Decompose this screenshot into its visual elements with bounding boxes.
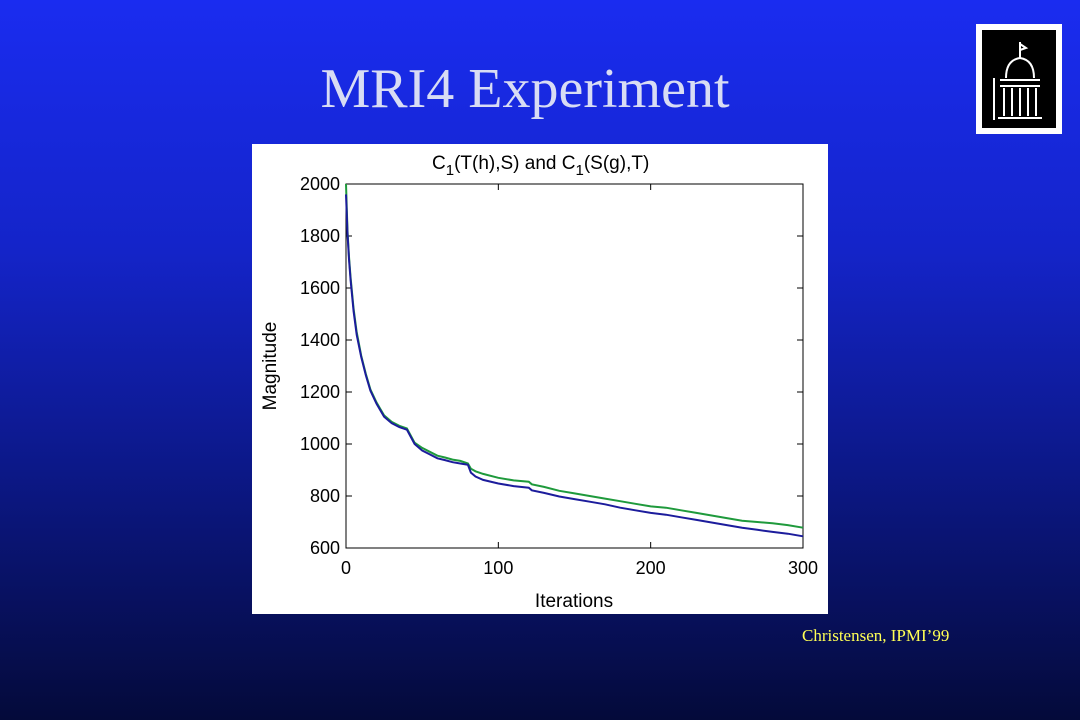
chart-title-part: (S(g),T) bbox=[584, 153, 649, 174]
x-tick-label: 200 bbox=[636, 558, 666, 578]
y-tick-label: 1000 bbox=[300, 434, 340, 454]
x-tick-label: 300 bbox=[788, 558, 818, 578]
chart-title-part: (T(h),S) and C bbox=[454, 153, 575, 174]
line-chart: C1(T(h),S) and C1(S(g),T) 60080010001200… bbox=[260, 153, 818, 612]
slide-title: MRI4 Experiment bbox=[320, 58, 730, 120]
chart-title-part: C bbox=[432, 153, 446, 174]
series-line-2 bbox=[345, 194, 804, 538]
university-dome-icon bbox=[993, 42, 1042, 120]
x-tick-label: 0 bbox=[341, 558, 351, 578]
axis-ticks: 600 800 1000 1200 1400 1600 1800 2000 0 100 200 300 bbox=[300, 174, 818, 578]
chart-title-subscript: 1 bbox=[576, 162, 584, 179]
x-axis-label: Iterations bbox=[535, 591, 613, 612]
y-tick-label: 1600 bbox=[300, 278, 340, 298]
series-layer bbox=[345, 183, 804, 538]
plot-frame bbox=[345, 183, 804, 549]
y-tick-label: 1200 bbox=[300, 382, 340, 402]
chart-title-subscript: 1 bbox=[446, 162, 454, 179]
university-logo bbox=[976, 24, 1062, 134]
y-tick-label: 1400 bbox=[300, 330, 340, 350]
y-tick-label: 1800 bbox=[300, 226, 340, 246]
chart-title: C1(T(h),S) and C1(S(g),T) bbox=[432, 153, 649, 179]
series-line-1 bbox=[345, 183, 804, 529]
citation-caption: Christensen, IPMI’99 bbox=[802, 626, 950, 645]
x-tick-label: 100 bbox=[483, 558, 513, 578]
y-axis-label: Magnitude bbox=[260, 322, 281, 411]
y-tick-label: 600 bbox=[310, 538, 340, 558]
y-tick-label: 800 bbox=[310, 486, 340, 506]
y-tick-label: 2000 bbox=[300, 174, 340, 194]
chart-panel: C1(T(h),S) and C1(S(g),T) 600 800 1000 1200… bbox=[252, 144, 828, 614]
